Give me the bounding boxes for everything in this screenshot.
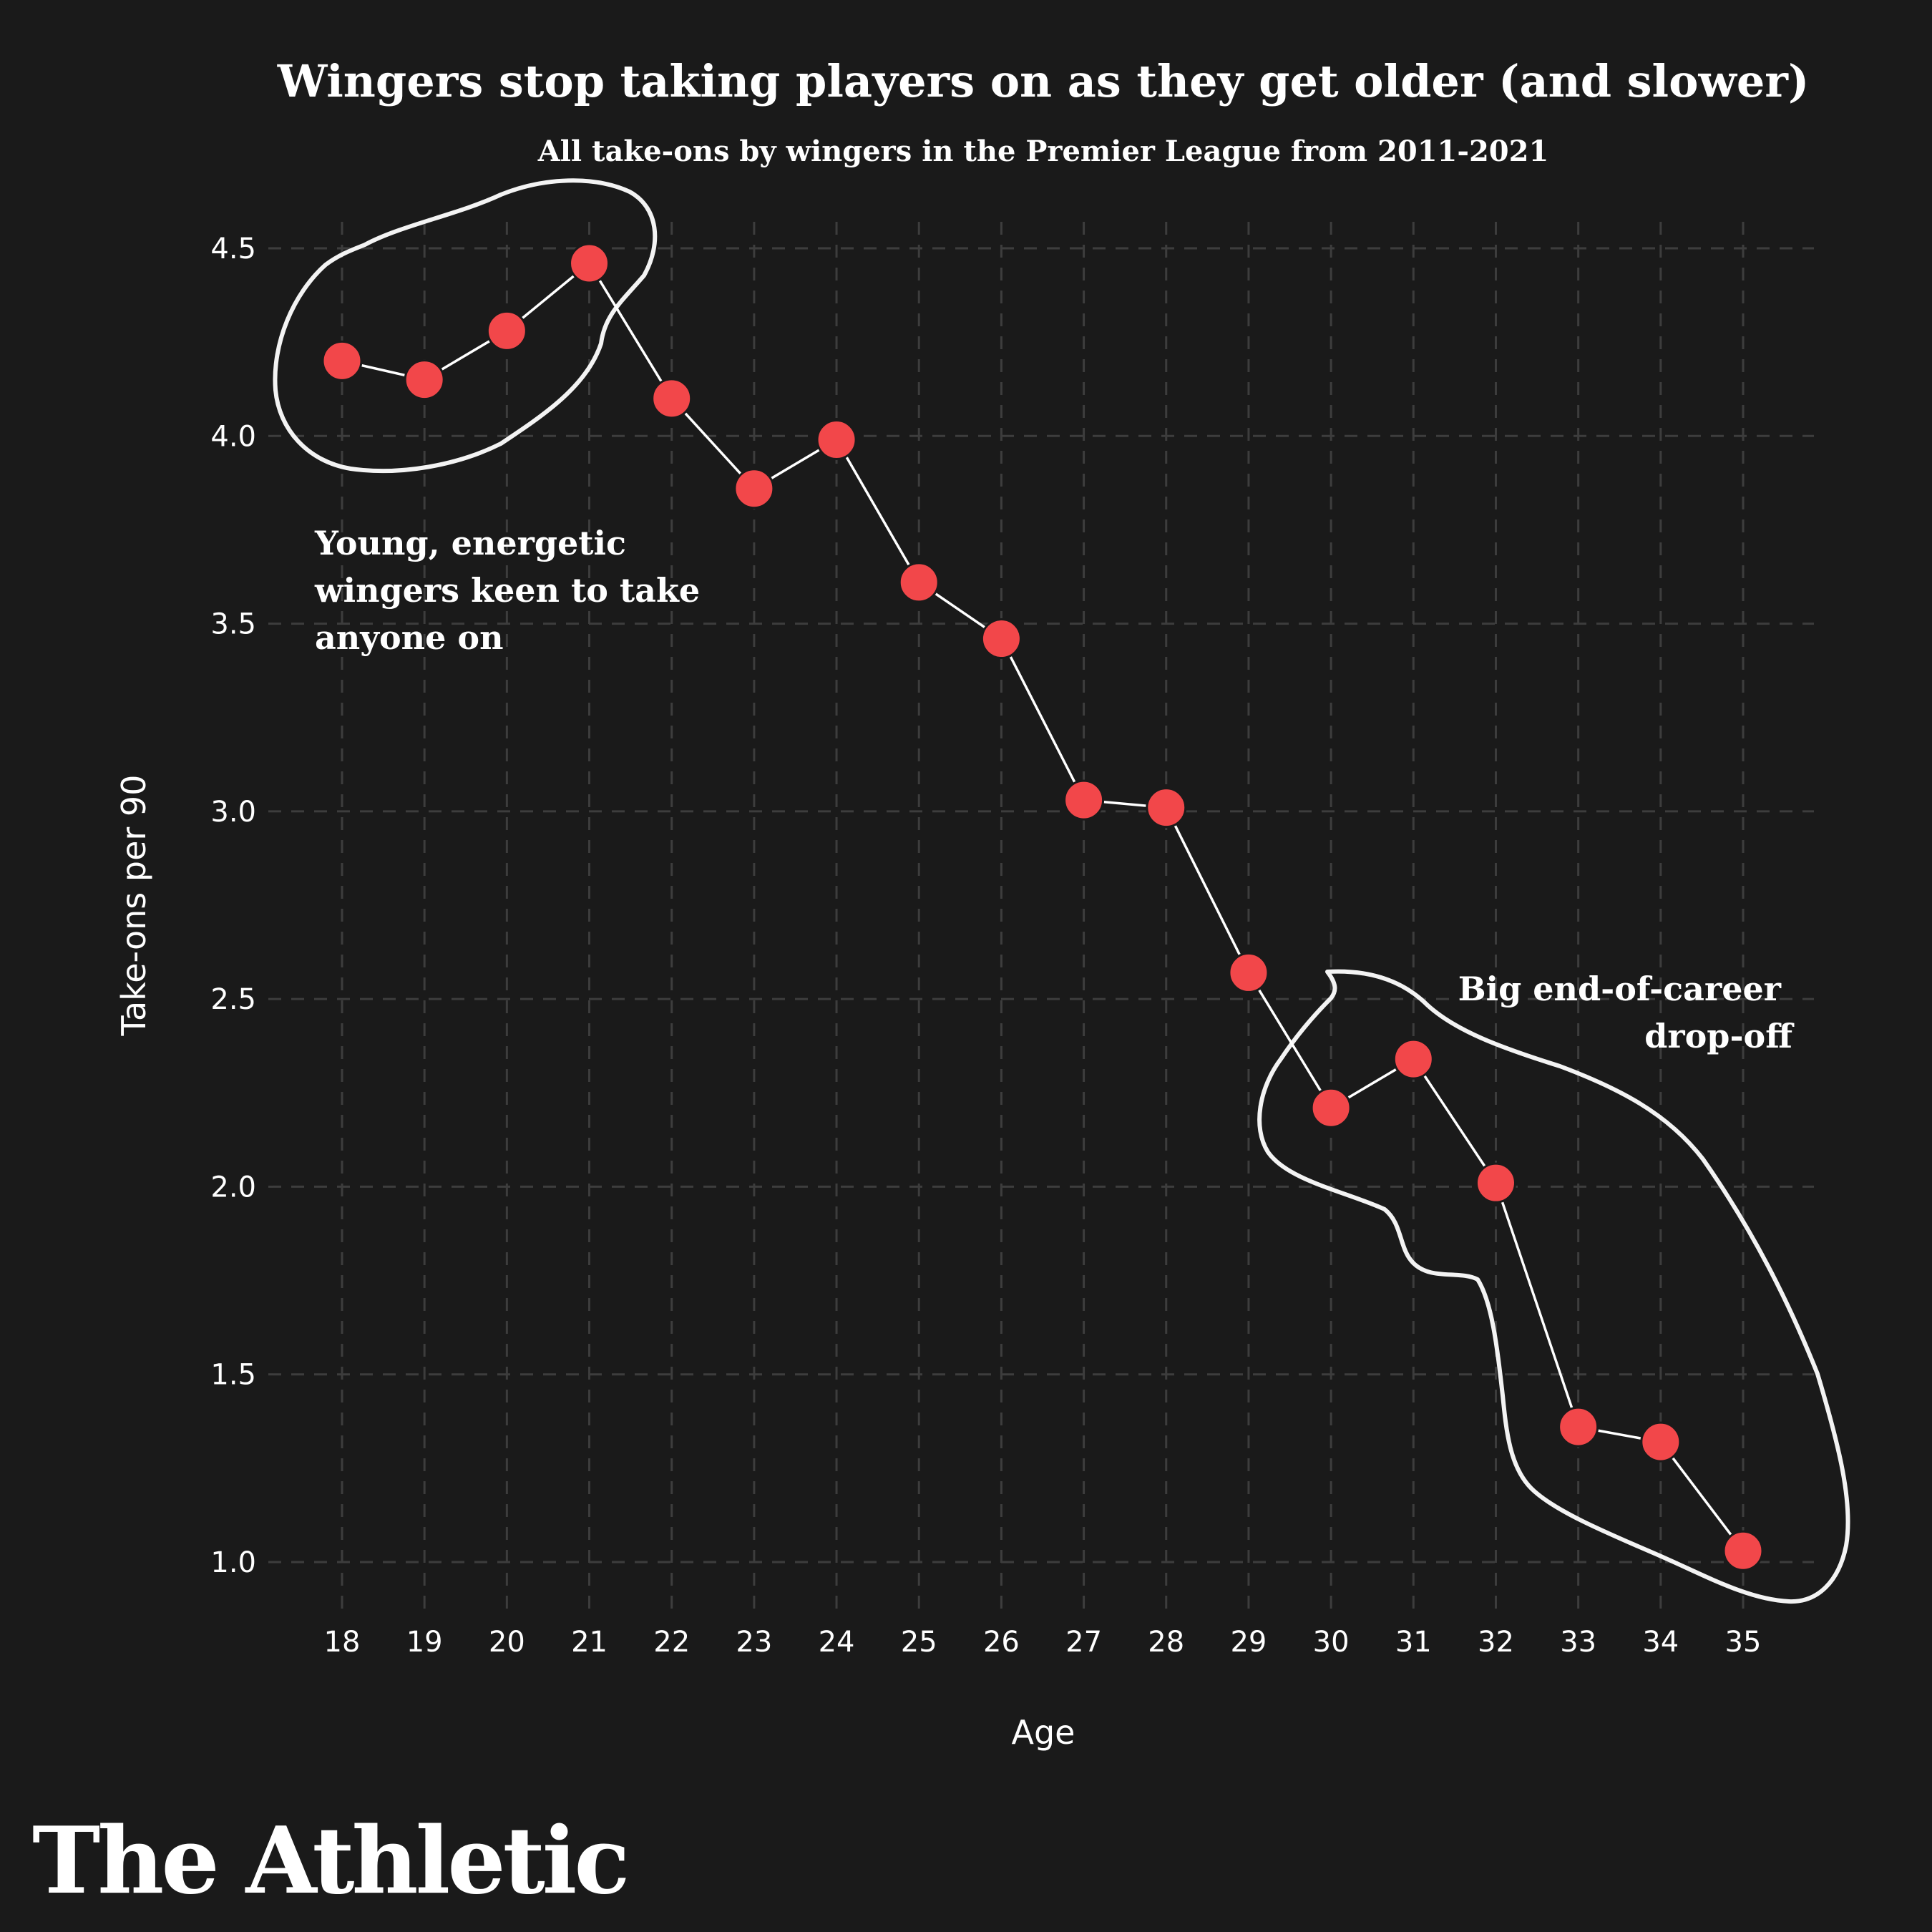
data-point-age-22 bbox=[651, 378, 693, 419]
data-point-age-31 bbox=[1392, 1038, 1434, 1080]
annotation-shapes bbox=[273, 178, 1850, 1604]
x-tick-label: 35 bbox=[1725, 1626, 1762, 1659]
y-axis-label: Take-ons per 90 bbox=[114, 775, 153, 1037]
grid bbox=[268, 222, 1814, 1614]
x-tick-label: 25 bbox=[901, 1626, 937, 1659]
data-point-age-27 bbox=[1063, 779, 1105, 821]
brand-logo: The Athletic bbox=[32, 1807, 627, 1915]
data-point-age-35 bbox=[1722, 1530, 1764, 1571]
annotation-young-line-3: anyone on bbox=[315, 618, 504, 657]
x-tick-label: 20 bbox=[489, 1626, 525, 1659]
data-point-age-23 bbox=[733, 468, 775, 509]
annotation-dropoff-line-2: drop-off bbox=[1644, 1017, 1795, 1055]
x-tick-label: 22 bbox=[653, 1626, 690, 1659]
y-tick-label: 3.0 bbox=[210, 796, 256, 829]
x-tick-label: 34 bbox=[1642, 1626, 1679, 1659]
axis-ticks: 18 19 20 21 22 23 24 25 26 27 28 29 30 31 32 33 34 35 1.0 1… bbox=[210, 233, 1761, 1659]
data-point-age-32 bbox=[1475, 1162, 1516, 1204]
chart-subtitle: All take-ons by wingers in the Premier L… bbox=[537, 135, 1549, 168]
x-tick-label: 32 bbox=[1478, 1626, 1514, 1659]
data-point-age-24 bbox=[816, 419, 857, 461]
x-tick-label: 27 bbox=[1065, 1626, 1102, 1659]
data-point-age-34 bbox=[1640, 1421, 1682, 1463]
data-point-age-28 bbox=[1146, 787, 1187, 829]
y-tick-label: 4.5 bbox=[210, 233, 256, 265]
data-point-age-20 bbox=[486, 310, 527, 351]
x-tick-label: 33 bbox=[1560, 1626, 1596, 1659]
x-tick-label: 26 bbox=[983, 1626, 1020, 1659]
end-of-career-highlight-loop bbox=[1257, 969, 1850, 1604]
y-tick-label: 2.5 bbox=[210, 983, 256, 1016]
data-point-age-30 bbox=[1310, 1087, 1352, 1128]
young-wingers-highlight-loop bbox=[273, 178, 658, 474]
data-point-age-19 bbox=[404, 359, 445, 401]
data-point-age-21 bbox=[569, 243, 610, 284]
annotation-young-line-2: wingers keen to take bbox=[314, 571, 700, 610]
annotation-drop-off: Big end-of-career drop-off bbox=[1458, 970, 1795, 1055]
x-tick-label: 24 bbox=[819, 1626, 855, 1659]
chart-title: Wingers stop taking players on as they g… bbox=[277, 55, 1810, 107]
x-tick-label: 23 bbox=[736, 1626, 772, 1659]
x-tick-label: 18 bbox=[324, 1626, 361, 1659]
data-point-age-33 bbox=[1558, 1406, 1599, 1448]
y-tick-label: 1.5 bbox=[210, 1359, 256, 1392]
data-point-age-25 bbox=[898, 562, 940, 603]
data-point-age-29 bbox=[1228, 952, 1269, 993]
y-tick-label: 1.0 bbox=[210, 1546, 256, 1579]
annotation-young-wingers: Young, energetic wingers keen to take an… bbox=[314, 524, 711, 657]
y-tick-label: 2.0 bbox=[210, 1171, 256, 1204]
y-tick-label: 4.0 bbox=[210, 420, 256, 453]
x-tick-label: 31 bbox=[1395, 1626, 1432, 1659]
x-tick-label: 21 bbox=[571, 1626, 608, 1659]
x-tick-label: 30 bbox=[1313, 1626, 1350, 1659]
x-tick-label: 29 bbox=[1230, 1626, 1267, 1659]
data-point-age-18 bbox=[321, 340, 363, 381]
x-axis-label: Age bbox=[1012, 1713, 1075, 1752]
x-tick-label: 19 bbox=[406, 1626, 443, 1659]
annotation-dropoff-line-1: Big end-of-career bbox=[1458, 970, 1782, 1008]
annotation-young-line-1: Young, energetic bbox=[314, 524, 626, 562]
x-tick-label: 28 bbox=[1148, 1626, 1184, 1659]
data-point-age-26 bbox=[980, 618, 1022, 660]
series bbox=[321, 243, 1764, 1571]
y-tick-label: 3.5 bbox=[210, 608, 256, 641]
